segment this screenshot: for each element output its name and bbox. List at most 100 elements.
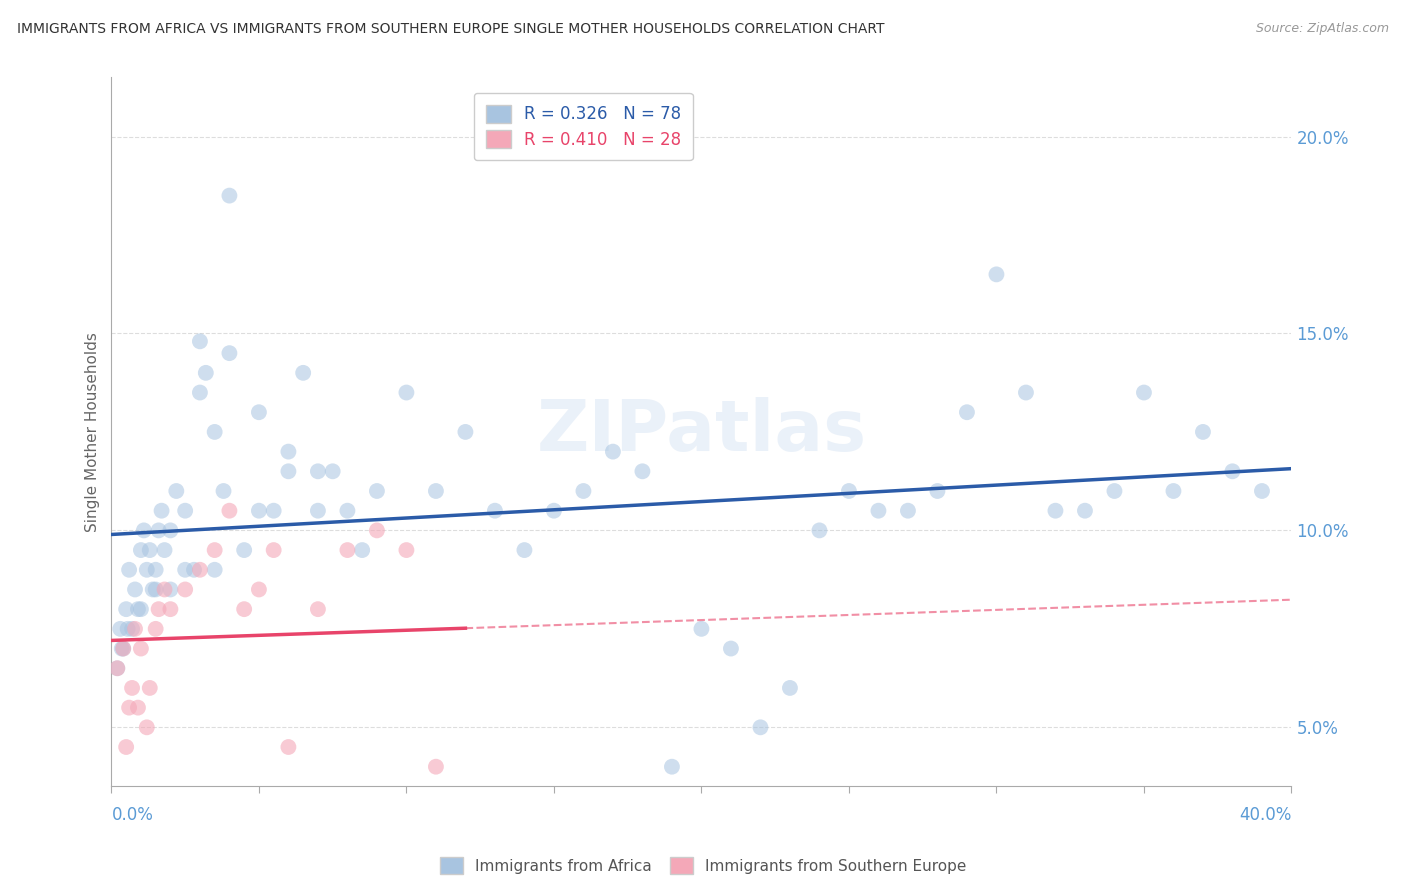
- Point: [153, 582, 176, 597]
- Point: [868, 504, 890, 518]
- Point: [105, 661, 128, 675]
- Point: [194, 366, 217, 380]
- Point: [425, 483, 447, 498]
- Point: [174, 504, 197, 518]
- Point: [277, 464, 299, 478]
- Point: [145, 582, 167, 597]
- Point: [277, 739, 299, 754]
- Point: [352, 543, 374, 558]
- Point: [159, 602, 181, 616]
- Point: [233, 602, 256, 616]
- Point: [110, 622, 132, 636]
- Y-axis label: Single Mother Households: Single Mother Households: [86, 332, 100, 532]
- Point: [112, 641, 135, 656]
- Point: [145, 563, 167, 577]
- Point: [1192, 425, 1215, 439]
- Point: [183, 563, 205, 577]
- Point: [212, 483, 235, 498]
- Point: [121, 681, 143, 695]
- Point: [204, 425, 226, 439]
- Point: [129, 602, 152, 616]
- Point: [572, 483, 595, 498]
- Point: [124, 582, 146, 597]
- Point: [395, 385, 418, 400]
- Point: [425, 760, 447, 774]
- Point: [1163, 483, 1185, 498]
- Point: [307, 464, 329, 478]
- Point: [366, 524, 388, 538]
- Point: [188, 563, 211, 577]
- Point: [1074, 504, 1097, 518]
- Point: [543, 504, 565, 518]
- Point: [307, 602, 329, 616]
- Point: [690, 622, 713, 636]
- Point: [247, 504, 270, 518]
- Point: [277, 444, 299, 458]
- Point: [121, 622, 143, 636]
- Point: [127, 602, 149, 616]
- Point: [808, 524, 831, 538]
- Point: [454, 799, 477, 814]
- Point: [118, 700, 141, 714]
- Point: [142, 582, 165, 597]
- Point: [112, 641, 135, 656]
- Point: [247, 582, 270, 597]
- Text: 40.0%: 40.0%: [1239, 806, 1292, 824]
- Point: [145, 622, 167, 636]
- Point: [188, 385, 211, 400]
- Point: [135, 563, 157, 577]
- Point: [292, 366, 315, 380]
- Point: [336, 504, 359, 518]
- Point: [150, 504, 173, 518]
- Point: [1133, 385, 1156, 400]
- Point: [204, 563, 226, 577]
- Point: [1015, 385, 1038, 400]
- Text: ZIPatlas: ZIPatlas: [536, 398, 866, 467]
- Point: [188, 334, 211, 349]
- Point: [117, 622, 139, 636]
- Point: [395, 543, 418, 558]
- Point: [129, 641, 152, 656]
- Point: [454, 425, 477, 439]
- Point: [749, 720, 772, 734]
- Legend: R = 0.326   N = 78, R = 0.410   N = 28: R = 0.326 N = 78, R = 0.410 N = 28: [474, 93, 693, 161]
- Point: [233, 543, 256, 558]
- Point: [307, 504, 329, 518]
- Point: [204, 543, 226, 558]
- Point: [779, 681, 801, 695]
- Point: [111, 641, 134, 656]
- Point: [1222, 464, 1244, 478]
- Point: [153, 543, 176, 558]
- Point: [174, 563, 197, 577]
- Point: [127, 700, 149, 714]
- Point: [602, 444, 624, 458]
- Point: [897, 504, 920, 518]
- Point: [956, 405, 979, 419]
- Point: [1104, 483, 1126, 498]
- Point: [838, 483, 860, 498]
- Point: [124, 622, 146, 636]
- Point: [129, 543, 152, 558]
- Point: [366, 483, 388, 498]
- Text: 0.0%: 0.0%: [111, 806, 153, 824]
- Point: [218, 188, 240, 202]
- Point: [115, 739, 138, 754]
- Point: [247, 405, 270, 419]
- Point: [115, 602, 138, 616]
- Point: [927, 483, 949, 498]
- Point: [513, 543, 536, 558]
- Point: [132, 524, 155, 538]
- Point: [218, 504, 240, 518]
- Point: [139, 681, 162, 695]
- Point: [661, 760, 683, 774]
- Point: [139, 543, 162, 558]
- Point: [159, 582, 181, 597]
- Point: [1251, 483, 1274, 498]
- Legend: Immigrants from Africa, Immigrants from Southern Europe: Immigrants from Africa, Immigrants from …: [433, 851, 973, 880]
- Point: [986, 268, 1008, 282]
- Point: [1045, 504, 1067, 518]
- Point: [218, 346, 240, 360]
- Point: [159, 524, 181, 538]
- Point: [105, 661, 128, 675]
- Point: [263, 504, 285, 518]
